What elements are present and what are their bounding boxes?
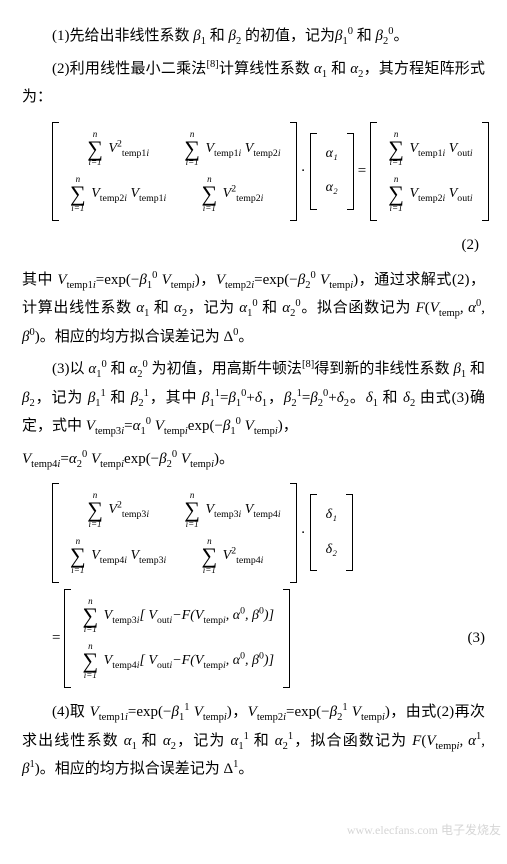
eq2-vector-b: n∑i=1 Vtemp1i Vouti n∑i=1 Vtemp2i Vouti <box>370 122 488 222</box>
paragraph-3: 其中 Vtemp1i=exp(−β10 Vtempi)，Vtemp2i=exp(… <box>22 266 485 352</box>
eq3-vector-x: δ₁ δ₂ <box>310 494 353 571</box>
eq2-matrix-A: n∑i=1 V2temp1i n∑i=1 Vtemp1i Vtemp2i n∑i… <box>52 122 297 222</box>
paragraph-1: (1)先给出非线性系数 β1 和 β2 的初值，记为β10 和 β20。 <box>22 22 485 51</box>
equation-2-label: (2) <box>22 231 485 260</box>
watermark-text: www.elecfans.com 电子发烧友 <box>347 819 501 842</box>
equation-2: n∑i=1 V2temp1i n∑i=1 Vtemp1i Vtemp2i n∑i… <box>52 122 485 222</box>
paragraph-2: (2)利用线性最小二乘法[8]计算线性系数 α1 和 α2，其方程矩阵形式为： <box>22 55 485 112</box>
citation-8b: [8] <box>302 359 314 370</box>
eq3-matrix-A: n∑i=1 V2temp3i n∑i=1 Vtemp3i Vtemp4i n∑i… <box>52 483 297 583</box>
eq2-vector-x: α₁ α₂ <box>310 133 354 210</box>
equation-3-label: (3) <box>468 624 486 653</box>
equation-3: n∑i=1 V2temp3i n∑i=1 Vtemp3i Vtemp4i n∑i… <box>52 483 485 688</box>
paragraph-4: (3)以 α10 和 α20 为初值，用高斯牛顿法[8]得到新的非线性系数 β1… <box>22 355 485 441</box>
paragraph-4c: Vtemp4i=α20 Vtempiexp(−β20 Vtempi)。 <box>22 445 485 474</box>
eq3-vector-b: n∑i=1 Vtemp3i[ Vouti−F(Vtempi, α0, β0)] … <box>64 589 290 689</box>
paragraph-5: (4)取 Vtemp1i=exp(−β11 Vtempi)，Vtemp2i=ex… <box>22 698 485 784</box>
citation-8a: [8] <box>206 59 218 70</box>
